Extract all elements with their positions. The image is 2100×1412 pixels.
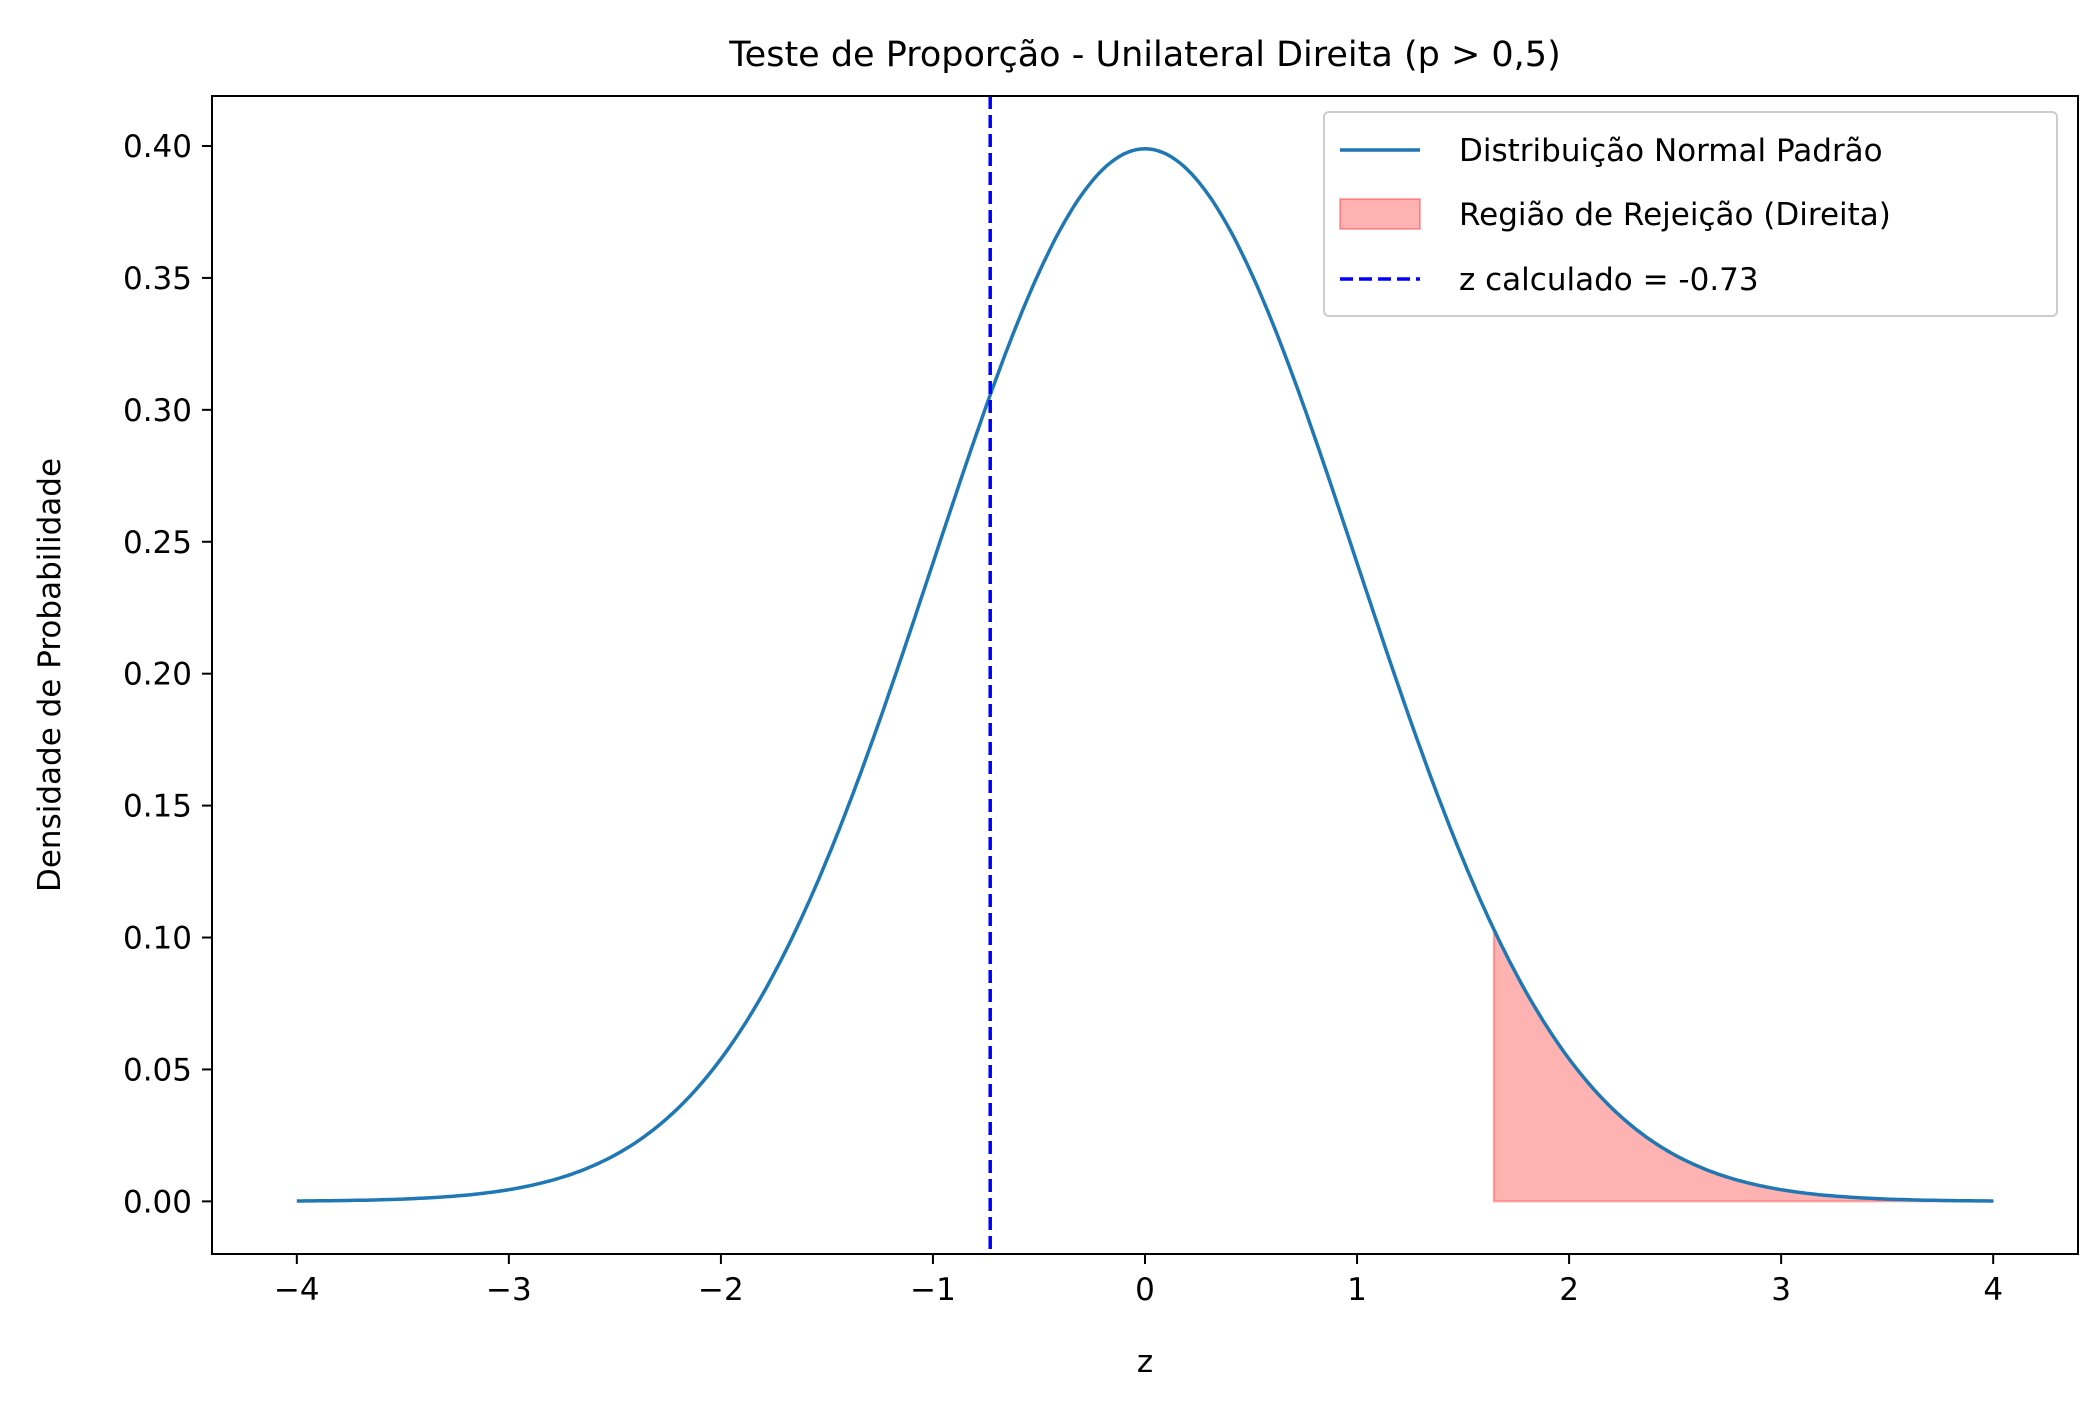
x-tick-label: 0 bbox=[1135, 1272, 1155, 1308]
legend-label-normal: Distribuição Normal Padrão bbox=[1459, 133, 1883, 169]
y-tick-label: 0.35 bbox=[123, 261, 192, 297]
legend-area-swatch bbox=[1339, 198, 1421, 230]
y-tick-label: 0.30 bbox=[123, 393, 192, 429]
y-axis-ticks: 0.00 0.05 0.10 0.15 0.20 0.25 0.30 0.35 0.40 bbox=[123, 129, 212, 1220]
x-tick-label: 4 bbox=[1983, 1272, 2003, 1308]
normal-distribution-line bbox=[296, 147, 1994, 1203]
y-tick-label: 0.00 bbox=[123, 1184, 192, 1220]
y-tick-label: 0.40 bbox=[123, 129, 192, 165]
x-axis-ticks: −4 −3 −2 −1 0 1 2 3 4 bbox=[274, 1254, 2003, 1308]
y-axis-label: Densidade de Probabilidade bbox=[32, 458, 68, 892]
x-tick-label: −1 bbox=[910, 1272, 956, 1308]
x-tick-label: −2 bbox=[698, 1272, 744, 1308]
legend: Distribuição Normal Padrão Região de Rej… bbox=[1323, 111, 2058, 317]
x-tick-label: −3 bbox=[486, 1272, 532, 1308]
y-tick-label: 0.25 bbox=[123, 525, 192, 561]
x-tick-label: 3 bbox=[1771, 1272, 1791, 1308]
plot-area bbox=[296, 96, 1995, 1254]
x-tick-label: 1 bbox=[1347, 1272, 1367, 1308]
x-tick-label: −4 bbox=[274, 1272, 320, 1308]
y-tick-label: 0.05 bbox=[123, 1052, 192, 1088]
x-axis-label: z bbox=[1137, 1344, 1153, 1380]
legend-label-rejection: Região de Rejeição (Direita) bbox=[1459, 197, 1891, 233]
x-tick-label: 2 bbox=[1559, 1272, 1579, 1308]
chart-title: Teste de Proporção - Unilateral Direita … bbox=[728, 35, 1560, 75]
legend-label-z-calculated: z calculado = -0.73 bbox=[1459, 262, 1759, 298]
y-tick-label: 0.20 bbox=[123, 657, 192, 693]
y-tick-label: 0.15 bbox=[123, 789, 192, 825]
y-tick-label: 0.10 bbox=[123, 921, 192, 957]
legend-box bbox=[1323, 111, 2058, 317]
